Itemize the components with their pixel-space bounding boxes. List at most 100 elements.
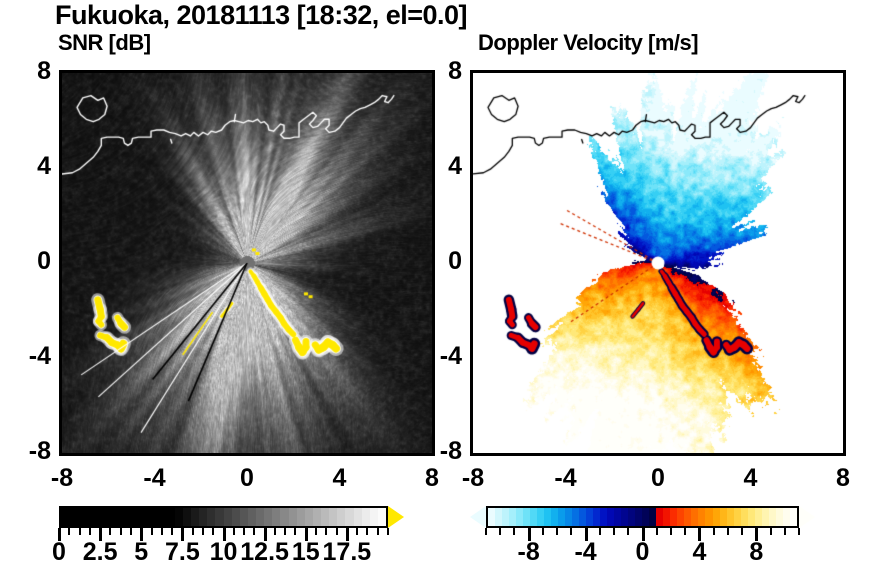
colorbar-tick [345, 528, 349, 541]
colorbar-swatch [117, 508, 126, 526]
colorbar-tick [304, 528, 308, 541]
colorbar-tick [627, 528, 630, 535]
colorbar-swatch [642, 508, 650, 526]
colorbar-tick-label: 4 [692, 538, 707, 566]
x-axis-tick-label: 8 [425, 464, 439, 492]
colorbar-swatch [223, 508, 232, 526]
colorbar-swatch [239, 508, 248, 526]
page-title: Fukuoka, 20181113 [18:32, el=0.0] [55, 0, 468, 30]
colorbar-tick [140, 528, 144, 541]
colorbar-swatch [684, 508, 692, 526]
plot-panel-doppler[interactable] [470, 70, 846, 456]
colorbar-snr[interactable] [58, 505, 405, 541]
x-axis-tick-label: 4 [743, 464, 758, 492]
colorbar-tick [201, 528, 204, 535]
colorbar-swatch [691, 508, 699, 526]
colorbar-tick [366, 528, 369, 535]
colorbar-tick [798, 528, 800, 535]
radar-raster [473, 73, 843, 453]
colorbar-tick [335, 528, 338, 535]
colorbar-tick-label: 7.5 [164, 538, 200, 566]
y-axis-tick-label: 0 [448, 247, 462, 275]
colorbar-swatch [663, 508, 671, 526]
colorbar-swatch [768, 508, 776, 526]
y-axis-tick-label: 4 [37, 152, 51, 180]
colorbar-tick [556, 528, 559, 535]
colorbar-tick [527, 528, 531, 541]
colorbar-swatch [61, 508, 70, 526]
colorbar-tick [541, 528, 544, 535]
colorbar-tick [129, 528, 132, 535]
colorbar-tick-label: -4 [574, 538, 597, 566]
colorbar-tick [222, 528, 226, 541]
colorbar-tick [755, 528, 759, 541]
colorbar-swatch [337, 508, 346, 526]
colorbar-swatch [264, 508, 273, 526]
colorbar-swatch [215, 508, 224, 526]
colorbar-tick [253, 528, 256, 535]
colorbar-swatch [369, 508, 378, 526]
x-axis-tick-label: 4 [332, 464, 347, 492]
colorbar-tick [243, 528, 246, 535]
x-axis-tick-label: -4 [143, 464, 166, 492]
colorbar-swatch [312, 508, 321, 526]
colorbar-tick [232, 528, 235, 535]
colorbar-swatch [93, 508, 102, 526]
panel-title-snr: SNR [dB] [58, 30, 151, 55]
snr-image [62, 73, 432, 453]
colorbar-swatch [488, 508, 496, 526]
x-axis-tick-label: 8 [836, 464, 850, 492]
colorbar-swatch [628, 508, 636, 526]
colorbar-tick [698, 528, 702, 541]
colorbar-swatch [361, 508, 370, 526]
plot-panel-snr[interactable] [59, 70, 435, 456]
colorbar-swatch [747, 508, 755, 526]
colorbar-tick [181, 528, 185, 541]
colorbar-swatch [635, 508, 643, 526]
colorbar-swatch [607, 508, 615, 526]
colorbar-swatch [495, 508, 503, 526]
colorbar-tick-label: 0 [635, 538, 650, 566]
colorbar-swatch [85, 508, 94, 526]
colorbar-swatch [726, 508, 734, 526]
colorbar-tick [655, 528, 658, 535]
colorbar-swatch [231, 508, 240, 526]
x-axis-tick-label: -4 [554, 464, 577, 492]
colorbar-swatch [288, 508, 297, 526]
x-axis-tick-label: 0 [651, 464, 665, 492]
colorbar-swatch [621, 508, 629, 526]
colorbar-swatch [705, 508, 713, 526]
colorbar-tick [641, 528, 645, 541]
colorbar-doppler[interactable] [469, 505, 816, 541]
colorbar-swatch [321, 508, 330, 526]
colorbar-tick-label: 12.5 [240, 538, 289, 566]
colorbar-swatch [537, 508, 545, 526]
colorbar-tick [325, 528, 328, 535]
colorbar-tick [684, 528, 687, 535]
colorbar-swatch [174, 508, 183, 526]
colorbar-swatch [586, 508, 594, 526]
colorbar-tick-label: 15 [291, 538, 320, 566]
colorbar-tick [726, 528, 729, 535]
colorbar-over-arrow [799, 506, 815, 528]
colorbar-tick [58, 528, 61, 541]
colorbar-tick [376, 528, 379, 535]
x-axis-tick-label: 0 [240, 464, 254, 492]
colorbar-swatch [134, 508, 143, 526]
colorbar-tick [150, 528, 153, 535]
colorbar-swatch [516, 508, 524, 526]
colorbar-over-arrow [388, 506, 404, 528]
colorbar-swatch [191, 508, 200, 526]
colorbar-swatch [614, 508, 622, 526]
y-axis-tick-label: -8 [439, 437, 462, 465]
y-axis-tick-label: 4 [448, 152, 462, 180]
colorbar-swatch [109, 508, 118, 526]
colorbar-swatch [530, 508, 538, 526]
colorbar-tick [613, 528, 616, 535]
colorbar-tick [212, 528, 215, 535]
colorbar-swatch [698, 508, 706, 526]
colorbar-swatch [551, 508, 559, 526]
colorbar-swatch [761, 508, 769, 526]
colorbar-tick-label: 8 [749, 538, 764, 566]
